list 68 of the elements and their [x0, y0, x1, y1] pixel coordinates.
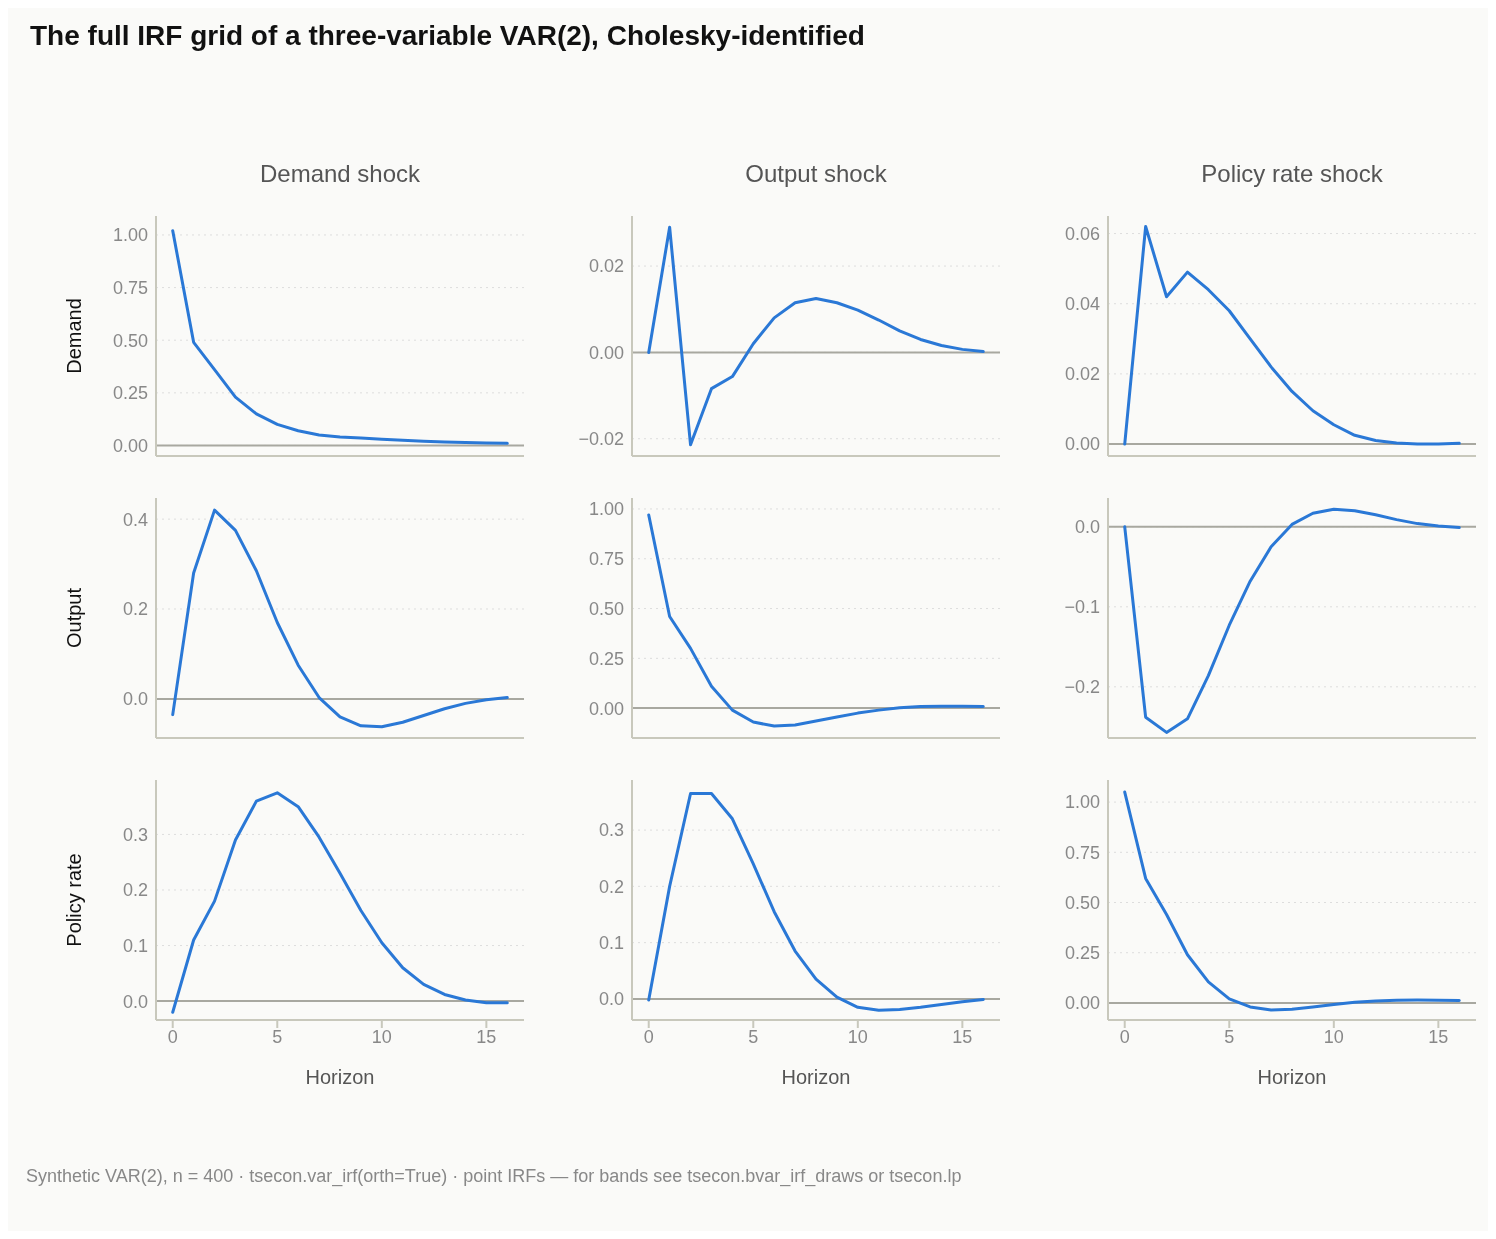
y-tick-label: 0.25: [588, 648, 624, 669]
y-tick-label: 0.00: [1064, 993, 1100, 1014]
line-series: [171, 508, 509, 729]
x-tick-label: 0: [167, 1026, 178, 1047]
y-tick-label: 0.0: [122, 991, 148, 1012]
y-tick-label: −0.02: [578, 429, 624, 450]
y-axis-title: Demand: [62, 298, 86, 374]
y-tick-label: 0.25: [1064, 943, 1100, 964]
y-tick-label: 0.00: [588, 698, 624, 719]
y-tick-label: 0.4: [122, 509, 148, 530]
y-tick-label: 1.00: [1064, 792, 1100, 813]
line-series: [1123, 790, 1461, 1012]
x-tick-label: 15: [952, 1026, 973, 1047]
x-tick-label: 10: [371, 1026, 392, 1047]
y-tick-label: 0.00: [1064, 434, 1100, 455]
text: Synthetic VAR(2), n = 400 · tsecon.var_irf(orth=True) · point IRFs — for bands see tsecon.bvar_irf_draws or tsecon.lp: [26, 1165, 963, 1188]
y-tick-label: 0.75: [588, 549, 624, 570]
line-series: [171, 791, 509, 1014]
y-tick-label: 0.50: [588, 598, 624, 619]
y-tick-label: 0.25: [112, 383, 148, 404]
x-axis-title: Horizon: [780, 1066, 852, 1089]
x-tick-label: 0: [643, 1026, 654, 1047]
y-tick-label: 0.1: [598, 933, 624, 954]
y-tick-label: 0.75: [112, 277, 148, 298]
y-tick-label: 0.50: [112, 330, 148, 351]
y-tick-label: 0.06: [1064, 223, 1100, 244]
y-tick-label: 0.02: [1064, 364, 1100, 385]
x-tick-label: 5: [272, 1026, 283, 1047]
x-tick-label: 10: [847, 1026, 868, 1047]
y-tick-label: 0.3: [122, 824, 148, 845]
y-axis-title: Output: [62, 587, 86, 649]
y-tick-label: 0.04: [1064, 294, 1100, 315]
y-tick-label: 0.00: [112, 435, 148, 456]
y-tick-label: 0.02: [588, 256, 624, 277]
x-tick-label: 15: [1428, 1026, 1449, 1047]
line-series: [171, 229, 509, 445]
y-tick-label: 1.00: [588, 499, 624, 520]
line-series: [1123, 225, 1461, 446]
x-tick-label: 0: [1119, 1026, 1130, 1047]
x-tick-label: 5: [748, 1026, 759, 1047]
chart-subtitle: Demand shock: [258, 160, 422, 188]
y-tick-label: 0.75: [1064, 842, 1100, 863]
y-tick-label: 0.0: [122, 689, 148, 710]
x-axis-title: Horizon: [304, 1066, 376, 1089]
x-tick-label: 15: [476, 1026, 497, 1047]
y-tick-label: 0.1: [122, 935, 148, 956]
y-tick-label: 1.00: [112, 225, 148, 246]
chart-subtitle: Output shock: [744, 160, 888, 188]
y-tick-label: −0.2: [1064, 677, 1100, 698]
chart-title: The full IRF grid of a three-variable VAR(2), Cholesky-identified: [30, 20, 865, 52]
y-axis-title: Policy rate: [62, 853, 86, 947]
y-tick-label: −0.1: [1064, 597, 1100, 618]
line-series: [647, 513, 985, 728]
x-axis-title: Horizon: [1256, 1066, 1328, 1089]
y-tick-label: 0.2: [122, 880, 148, 901]
y-tick-label: 0.2: [122, 599, 148, 620]
line-series: [647, 225, 985, 447]
y-tick-label: 0.3: [598, 820, 624, 841]
y-tick-label: 0.0: [1074, 517, 1100, 538]
line-series: [647, 792, 985, 1012]
y-tick-label: 0.50: [1064, 892, 1100, 913]
line-series: [1123, 507, 1461, 734]
y-tick-label: 0.0: [598, 989, 624, 1010]
x-tick-label: 10: [1323, 1026, 1344, 1047]
y-tick-label: 0.00: [588, 342, 624, 363]
x-tick-label: 5: [1224, 1026, 1235, 1047]
y-tick-label: 0.2: [598, 876, 624, 897]
chart-subtitle: Policy rate shock: [1200, 160, 1384, 188]
